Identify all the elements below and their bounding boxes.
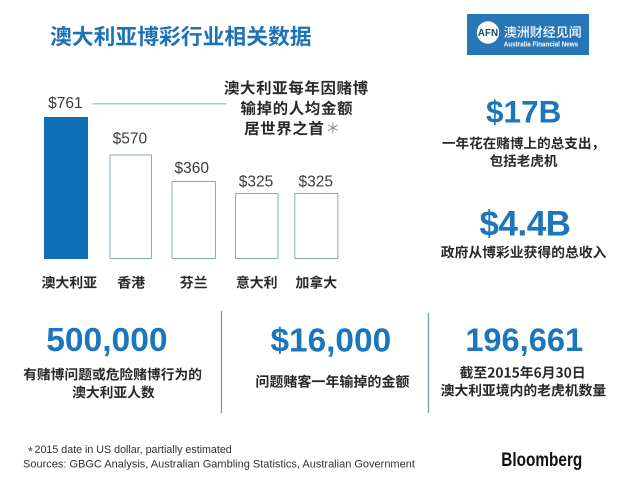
svg-text:$360: $360: [175, 160, 210, 177]
svg-text:$4.4B: $4.4B: [480, 204, 571, 243]
svg-text:$325: $325: [239, 174, 273, 191]
svg-text:Bloomberg: Bloomberg: [501, 450, 582, 471]
svg-text:Australia Financial News: Australia Financial News: [504, 41, 579, 48]
svg-text:$325: $325: [298, 174, 332, 191]
svg-text:Sources: GBGC Analysis, Austra: Sources: GBGC Analysis, Australian Gambl…: [23, 458, 415, 470]
svg-text:$17B: $17B: [486, 94, 561, 130]
svg-text:196,661: 196,661: [465, 321, 583, 358]
svg-text:$761: $761: [48, 95, 82, 112]
svg-text:2015 date in US dollar, partia: 2015 date in US dollar, partially estima…: [35, 444, 232, 456]
svg-text:$570: $570: [113, 131, 148, 148]
svg-text:*: *: [28, 445, 33, 459]
svg-text:500,000: 500,000: [46, 322, 167, 359]
svg-text:AFN: AFN: [478, 28, 498, 39]
svg-text:$16,000: $16,000: [270, 323, 391, 360]
